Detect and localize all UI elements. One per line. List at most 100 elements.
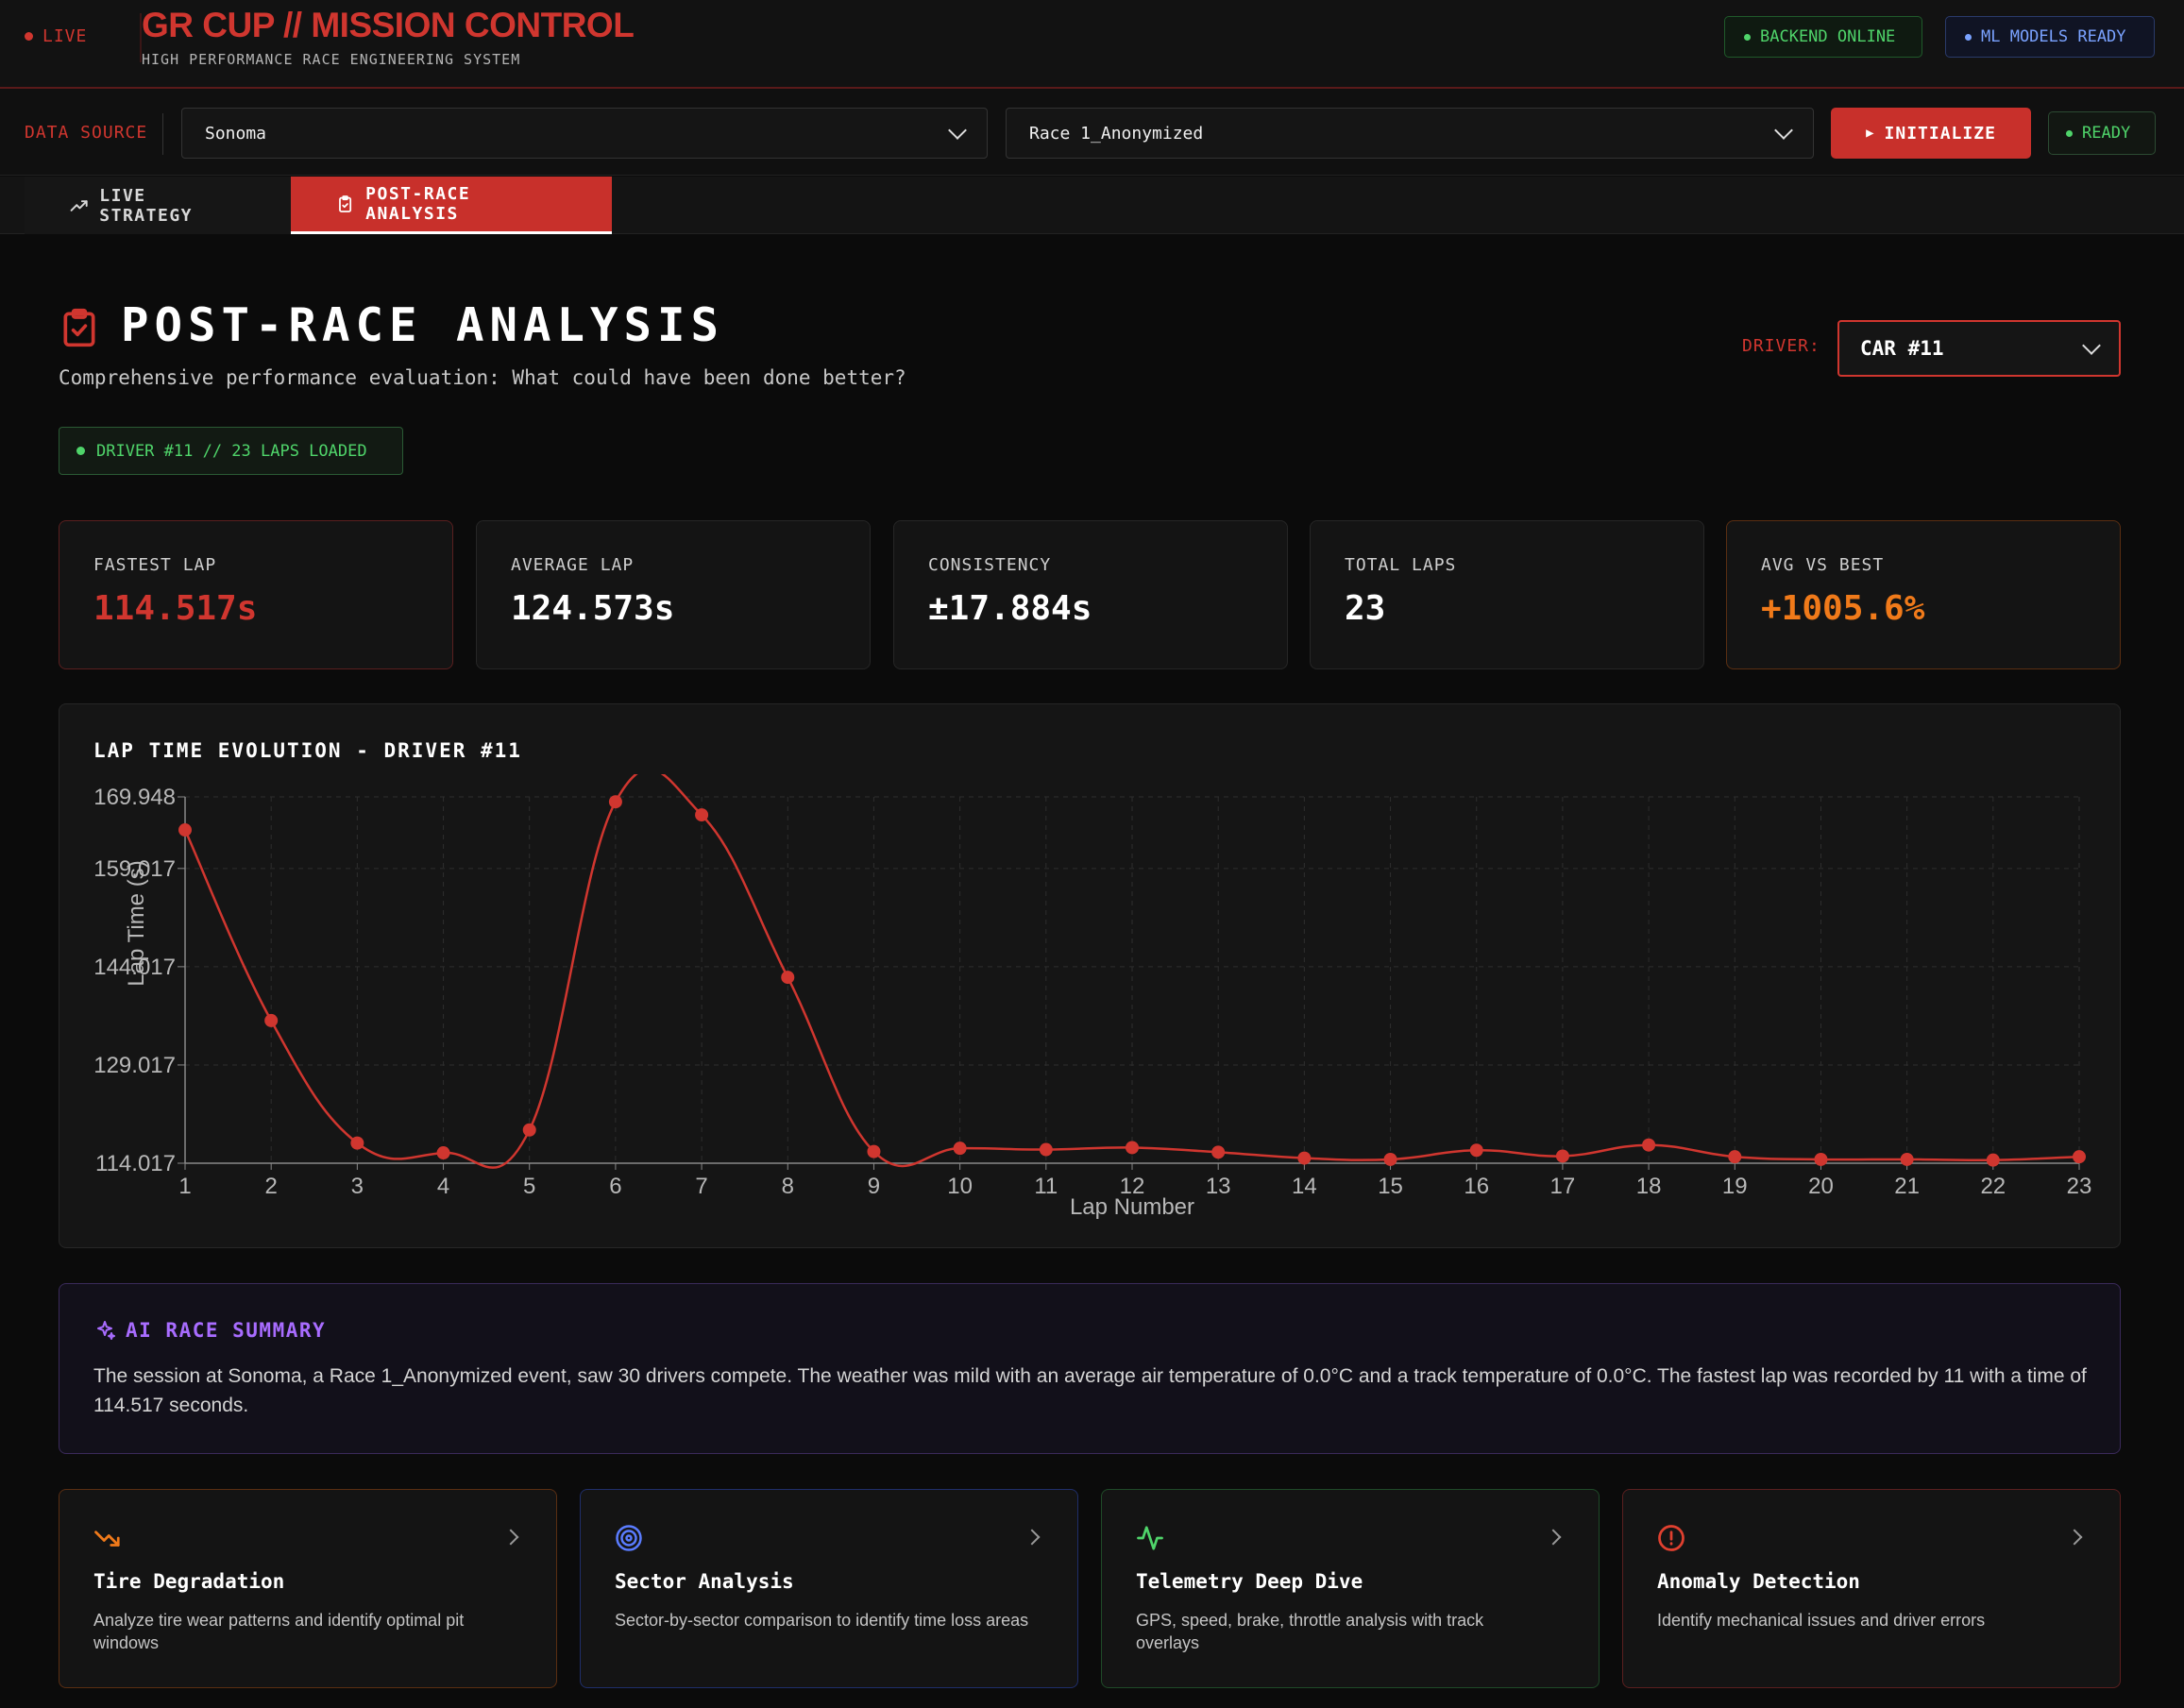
status-dot-icon (1744, 33, 1751, 41)
race-select[interactable]: Race 1_Anonymized (1006, 108, 1814, 159)
driver-select-label: DRIVER: (1742, 336, 1820, 356)
x-tick-label: 5 (523, 1174, 535, 1199)
x-tick-label: 4 (437, 1174, 449, 1199)
y-tick-label: 144.017 (93, 955, 176, 980)
y-tick-label: 129.017 (93, 1053, 176, 1078)
x-tick-label: 17 (1550, 1174, 1576, 1199)
tab-live-strategy-label: LIVE STRATEGY (99, 185, 193, 226)
initialize-button[interactable]: ▶ INITIALIZE (1831, 108, 2031, 159)
ready-status-label: READY (2082, 124, 2131, 143)
laps-loaded-badge: DRIVER #11 // 23 LAPS LOADED (59, 427, 403, 475)
series-line (183, 774, 2080, 1169)
chevron-right-icon (2066, 1529, 2083, 1546)
tool-card-description: Sector-by-sector comparison to identify … (615, 1611, 1029, 1630)
status-dot-icon (76, 447, 85, 455)
x-tick-label: 12 (1120, 1174, 1145, 1199)
stat-label: TOTAL LAPS (1345, 555, 1457, 575)
x-tick-label: 16 (1464, 1174, 1489, 1199)
stat-label: AVERAGE LAP (511, 555, 635, 575)
page-title: POST-RACE ANALYSIS (121, 298, 725, 352)
driver-select[interactable]: CAR #11 (1837, 320, 2121, 377)
stat-card-consistency: CONSISTENCY ±17.884s (893, 520, 1288, 669)
trending-down-icon (94, 1530, 120, 1547)
stat-value: 114.517s (93, 589, 258, 628)
chevron-right-icon (1545, 1529, 1562, 1546)
activity-icon (1137, 1526, 1163, 1550)
backend-status-label: BACKEND ONLINE (1760, 27, 1896, 46)
tool-card-tire-degradation[interactable]: Tire Degradation Analyze tire wear patte… (59, 1489, 557, 1688)
x-tick-label: 18 (1636, 1174, 1662, 1199)
data-point (1039, 1142, 1053, 1157)
page-description: Comprehensive performance evaluation: Wh… (59, 366, 906, 389)
target-icon (616, 1525, 642, 1551)
stat-card-total-laps: TOTAL LAPS 23 (1310, 520, 1704, 669)
data-point (1642, 1138, 1656, 1152)
sparkles-icon (97, 1321, 115, 1340)
app-title: GR CUP // MISSION CONTROL (142, 6, 635, 44)
data-source-divider (162, 113, 163, 155)
initialize-label: INITIALIZE (1884, 123, 1996, 144)
track-select-value: Sonoma (205, 123, 267, 144)
data-point (608, 795, 622, 809)
x-tick-label: 11 (1034, 1174, 1058, 1199)
clipboard-check-icon (63, 308, 95, 347)
race-select-value: Race 1_Anonymized (1029, 123, 1204, 144)
data-point (1383, 1152, 1397, 1166)
tool-card-sector-analysis[interactable]: Sector Analysis Sector-by-sector compari… (580, 1489, 1078, 1688)
ml-status-badge: ML MODELS READY (1945, 16, 2155, 58)
x-tick-label: 10 (947, 1174, 973, 1199)
data-point (1469, 1143, 1483, 1158)
data-point (350, 1136, 364, 1150)
x-tick-label: 8 (782, 1174, 794, 1199)
lap-time-chart: 114.017 129.017 144.017 159.017 169.948 1 2 3 4 5… (93, 774, 2092, 1220)
ai-summary-card (59, 1283, 2121, 1454)
tool-card-telemetry-deep-dive[interactable]: Telemetry Deep Dive GPS, speed, brake, t… (1101, 1489, 1600, 1688)
data-point (436, 1146, 450, 1160)
y-tick-label: 114.017 (95, 1151, 176, 1176)
driver-select-value: CAR #11 (1860, 337, 1944, 360)
tool-card-description: Analyze tire wear patterns and identify … (93, 1611, 465, 1652)
data-point (695, 808, 709, 822)
track-select[interactable]: Sonoma (181, 108, 988, 159)
alert-circle-icon (1658, 1525, 1685, 1551)
chart-title: LAP TIME EVOLUTION - DRIVER #11 (93, 739, 522, 762)
x-tick-label: 23 (2067, 1174, 2092, 1199)
data-point (1814, 1152, 1828, 1166)
chevron-down-icon (1774, 121, 1793, 140)
data-point (953, 1141, 967, 1156)
x-tick-label: 3 (351, 1174, 364, 1199)
y-tick-label: 169.948 (93, 785, 176, 810)
data-point (264, 1013, 279, 1027)
tab-post-race-label: POST-RACE ANALYSIS (365, 184, 471, 224)
stat-value: +1005.6% (1761, 589, 1925, 628)
x-tick-label: 6 (609, 1174, 621, 1199)
ai-summary-text: The session at Sonoma, a Race 1_Anonymiz… (93, 1365, 2087, 1416)
x-tick-label: 22 (1980, 1174, 2006, 1199)
trending-up-icon (70, 199, 88, 211)
stat-label: AVG VS BEST (1761, 555, 1885, 575)
tab-post-race-analysis[interactable]: POST-RACE ANALYSIS (291, 177, 612, 234)
y-axis-title: Lap Time (s) (124, 860, 149, 986)
chevron-down-icon (948, 121, 967, 140)
tool-card-anomaly-detection[interactable]: Anomaly Detection Identify mechanical is… (1622, 1489, 2121, 1688)
chevron-down-icon (2082, 336, 2101, 355)
data-point (1555, 1149, 1569, 1163)
x-tick-label: 15 (1378, 1174, 1403, 1199)
x-tick-label: 14 (1292, 1174, 1317, 1199)
data-point (1728, 1150, 1742, 1164)
header-divider (140, 13, 142, 62)
data-point (1211, 1145, 1226, 1159)
data-point (1126, 1141, 1139, 1155)
stat-card-fastest-lap: FASTEST LAP 114.517s (59, 520, 453, 669)
tool-card-name: Telemetry Deep Dive (1136, 1570, 1363, 1593)
data-point (1297, 1151, 1312, 1165)
ml-status-label: ML MODELS READY (1981, 27, 2126, 46)
live-indicator: LIVE (25, 26, 87, 46)
data-point (522, 1123, 536, 1137)
ai-summary-title-label: AI RACE SUMMARY (126, 1319, 327, 1342)
data-point (1900, 1152, 1914, 1166)
y-tick-label: 159.017 (93, 856, 176, 882)
tab-live-strategy[interactable]: LIVE STRATEGY (25, 177, 291, 234)
tool-card-description: GPS, speed, brake, throttle analysis wit… (1136, 1611, 1484, 1652)
x-axis-title: Lap Number (1070, 1194, 1194, 1220)
